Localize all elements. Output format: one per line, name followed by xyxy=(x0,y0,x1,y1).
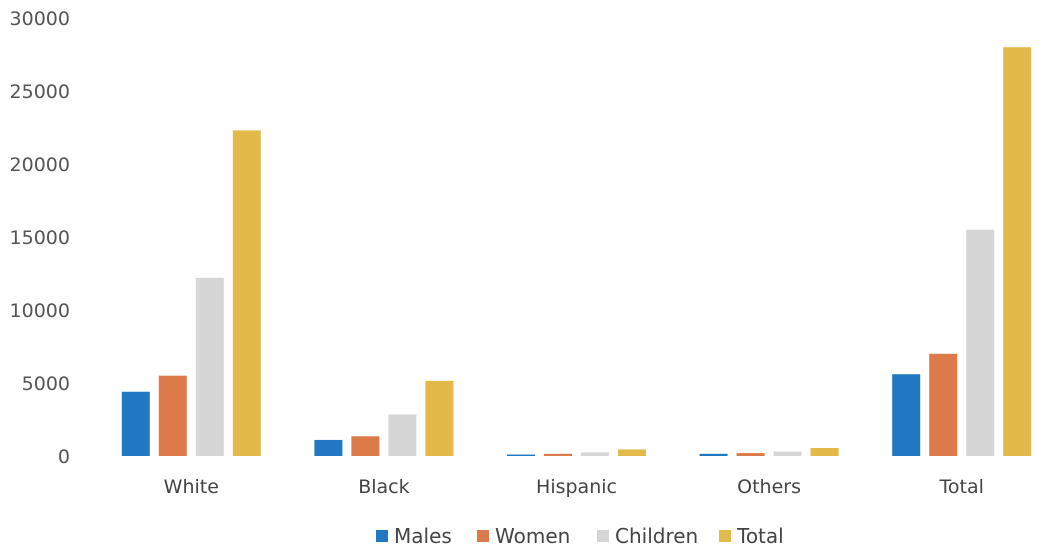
x-axis: White Black Hispanic Others Total xyxy=(164,476,984,498)
bar-total-white xyxy=(232,130,261,457)
legend-label-total: Total xyxy=(736,524,784,548)
bar-males-black xyxy=(314,439,343,456)
y-tick-label: 30000 xyxy=(10,8,70,30)
bar-males-hispanic xyxy=(507,454,535,456)
bar-males-white xyxy=(121,391,150,456)
bar-total-black xyxy=(425,380,454,456)
y-axis: 0 5000 10000 15000 20000 25000 30000 xyxy=(10,8,70,468)
y-tick-label: 20000 xyxy=(10,154,70,176)
y-tick-label: 5000 xyxy=(22,373,70,395)
legend: Males Women Children Total xyxy=(376,524,784,548)
bar-women-total xyxy=(929,353,958,456)
legend-label-women: Women xyxy=(495,524,570,548)
legend-swatch-males xyxy=(376,530,388,542)
bar-children-black xyxy=(388,414,417,456)
bar-children-hispanic xyxy=(581,452,609,456)
bar-children-others xyxy=(773,451,802,456)
bar-total-others xyxy=(810,447,839,456)
bar-women-others xyxy=(736,453,765,456)
x-category-label: Black xyxy=(358,476,409,498)
bar-children-white xyxy=(195,277,224,456)
legend-label-males: Males xyxy=(394,524,452,548)
bars xyxy=(121,47,1032,457)
bar-women-white xyxy=(158,375,187,456)
y-tick-label: 0 xyxy=(58,446,70,468)
x-category-label: Total xyxy=(939,476,984,498)
legend-swatch-women xyxy=(477,530,489,542)
legend-swatch-children xyxy=(597,530,609,542)
bar-males-total xyxy=(892,374,921,456)
x-category-label: Hispanic xyxy=(536,476,617,498)
bar-total-total xyxy=(1003,47,1032,456)
y-tick-label: 15000 xyxy=(10,227,70,249)
x-category-label: Others xyxy=(737,476,801,498)
bar-women-black xyxy=(351,436,380,456)
y-tick-label: 10000 xyxy=(10,300,70,322)
bar-children-total xyxy=(966,229,995,456)
legend-label-children: Children xyxy=(615,524,698,548)
x-category-label: White xyxy=(164,476,219,498)
bar-males-others xyxy=(699,453,728,456)
bar-total-hispanic xyxy=(618,449,646,456)
y-tick-label: 25000 xyxy=(10,81,70,103)
legend-swatch-total xyxy=(719,530,731,542)
bar-women-hispanic xyxy=(544,453,572,456)
